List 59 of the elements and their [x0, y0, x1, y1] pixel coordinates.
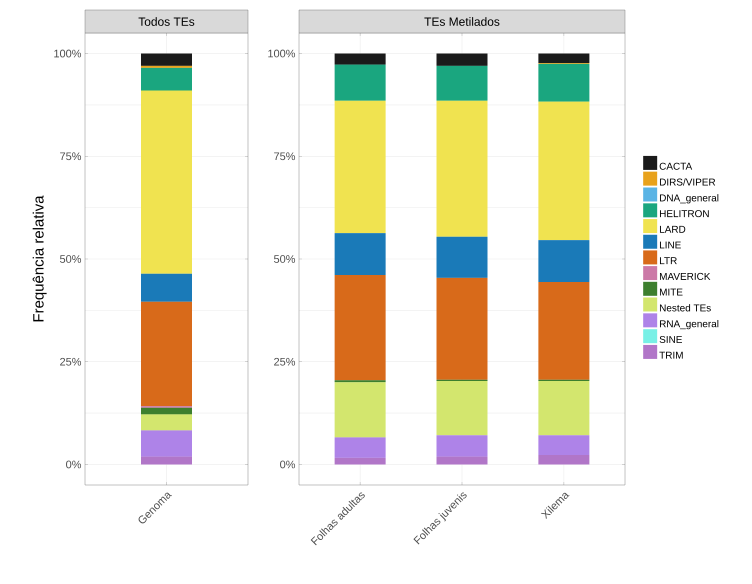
bar — [538, 455, 590, 464]
legend-label: MAVERICK — [660, 272, 710, 280]
bar — [334, 275, 386, 380]
bar — [436, 381, 488, 436]
bar — [334, 382, 386, 438]
legend-label: HELITRON — [660, 210, 709, 218]
legend-label: TRIM — [659, 352, 683, 359]
y-tick-label: 75% — [274, 152, 296, 160]
bar — [334, 64, 386, 101]
bar — [334, 233, 386, 276]
bar — [334, 54, 386, 65]
bar — [140, 414, 192, 430]
bar — [140, 302, 192, 406]
bar — [436, 66, 488, 101]
y-tick-label: 0% — [66, 460, 82, 468]
bar — [538, 435, 590, 456]
y-tick-label: 75% — [60, 152, 82, 160]
bar — [436, 435, 488, 457]
legend-label: RNA_general — [660, 320, 718, 330]
bar — [538, 102, 590, 240]
legend-label: LTR — [660, 257, 677, 264]
legend-label: DNA_general — [660, 194, 718, 204]
legend-label: DIRS/VIPER — [660, 178, 716, 186]
legend-label: SINE — [660, 336, 682, 344]
bar — [436, 456, 488, 464]
bar — [436, 236, 488, 278]
bar — [334, 437, 386, 458]
bar — [538, 64, 590, 102]
y-tick-label: 100% — [54, 50, 82, 58]
bar — [538, 381, 590, 436]
bar — [538, 282, 590, 380]
legend-label: MITE — [660, 288, 683, 296]
bar — [140, 456, 192, 464]
y-tick-label: 25% — [274, 358, 296, 366]
legend-label: LINE — [660, 242, 681, 248]
bar — [436, 278, 488, 380]
y-tick-label: 25% — [60, 358, 82, 366]
chart-title: Todos TEs — [138, 17, 194, 26]
y-tick-label: 100% — [268, 50, 296, 58]
y-tick-label: 0% — [280, 460, 296, 468]
bar — [436, 54, 488, 66]
bar — [140, 430, 192, 457]
bar — [140, 68, 192, 91]
legend-label: LARD — [660, 226, 686, 233]
bar — [334, 100, 386, 234]
bar — [140, 54, 192, 66]
bar — [538, 54, 590, 63]
bar — [436, 100, 488, 237]
bar — [140, 408, 192, 414]
y-axis-title: Frequência relativa — [32, 195, 47, 322]
bar — [538, 240, 590, 282]
legend-label: Nested TEs — [660, 304, 711, 312]
y-tick-label: 50% — [274, 255, 296, 263]
bar — [140, 90, 192, 274]
bar — [334, 458, 386, 464]
chart-title: TEs Metilados — [424, 17, 500, 26]
bar — [140, 274, 192, 302]
legend-label: CACTA — [660, 162, 692, 170]
y-tick-label: 50% — [60, 255, 82, 263]
